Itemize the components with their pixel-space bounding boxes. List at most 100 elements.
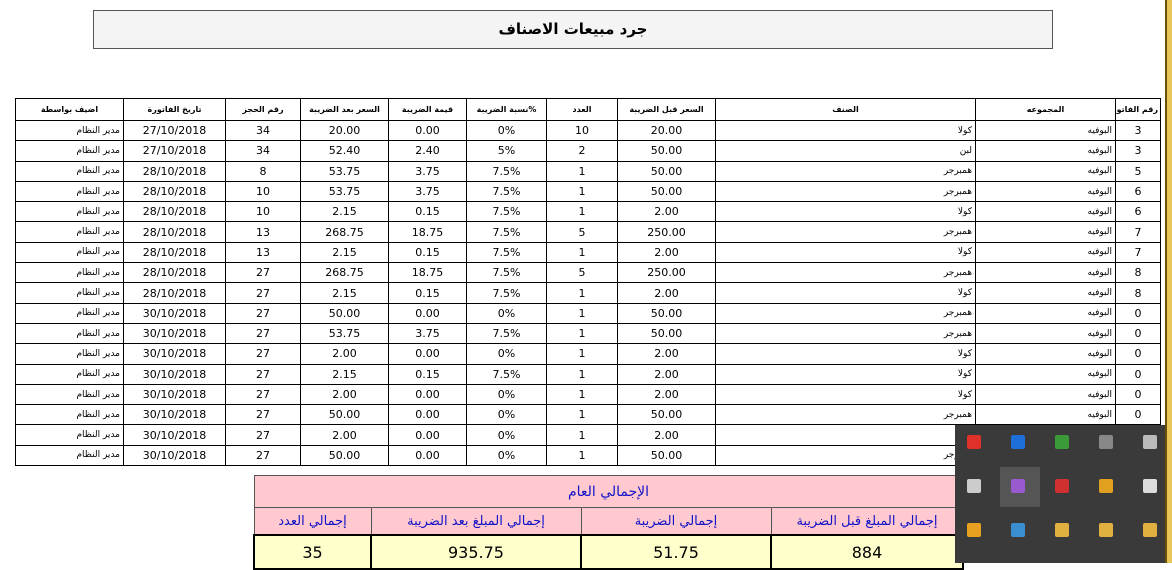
- table-row: 3 البوفيه كولا 20.00 10 0% 0.00 20.00 34 27/10/20…: [15, 119, 1161, 142]
- table-cell: 30/10/2018: [123, 444, 226, 467]
- table-cell: 0.15: [388, 241, 467, 264]
- summary-value: 935.75: [370, 534, 582, 570]
- table-cell: 30/10/2018: [123, 404, 226, 426]
- table-cell: 0: [1115, 383, 1161, 406]
- table-cell: البوفيه: [975, 302, 1116, 324]
- table-cell: 0.00: [388, 302, 467, 324]
- table-cell: 30/10/2018: [123, 302, 226, 324]
- column-header: %نسبة الضريبة: [466, 98, 547, 121]
- table-cell: 27: [225, 404, 301, 426]
- table-cell: 7.5%: [466, 201, 547, 223]
- table-cell: 3.75: [388, 160, 467, 182]
- table-cell: كولا: [715, 241, 976, 264]
- table-cell: 0%: [466, 302, 547, 324]
- table-cell: 2.40: [388, 140, 467, 162]
- table-cell: 34: [225, 140, 301, 162]
- table-cell: مدير النظام: [15, 262, 124, 284]
- table-cell: 2.15: [300, 241, 389, 264]
- table-cell: 1: [546, 322, 618, 345]
- summary-headers: إجمالي المبلغ قبل الضريبة إجمالي الضريبة إ…: [253, 507, 964, 536]
- table-cell: 1: [546, 180, 618, 203]
- tray-icon: [1143, 435, 1157, 449]
- table-cell: 2.15: [300, 201, 389, 223]
- summary-value: 35: [253, 534, 372, 570]
- table-cell: 2.00: [617, 343, 716, 365]
- table-cell: 30/10/2018: [123, 424, 226, 446]
- table-cell: همبرجر: [715, 221, 976, 243]
- table-cell: 5: [546, 262, 618, 284]
- table-cell: مدير النظام: [15, 444, 124, 467]
- table-cell: 8: [225, 160, 301, 182]
- table-cell: 1: [546, 201, 618, 223]
- table-cell: 52.40: [300, 140, 389, 162]
- tray-icon: [1099, 435, 1113, 449]
- table-row: 3 البوفيه لبن 50.00 2 5% 2.40 52.40 34 27/10/2018…: [15, 140, 1161, 162]
- table-cell: 5: [546, 221, 618, 243]
- table-cell: 0%: [466, 119, 547, 142]
- table-row: 0 البوفيه كولا 2.00 1 7.5% 0.15 2.15 27 30/10/201…: [15, 363, 1161, 385]
- table-cell: 8: [1115, 262, 1161, 284]
- column-header: رقم الحجز: [225, 98, 301, 121]
- table-cell: مدير النظام: [15, 119, 124, 142]
- table-cell: كولا: [715, 282, 976, 304]
- window-edge: [1165, 0, 1172, 563]
- sales-table: رقم الفاتورةالمجموعهالصنفالسعر قبل الضري…: [15, 98, 1161, 467]
- table-cell: 18.75: [388, 221, 467, 243]
- summary-title: الإجمالي العام: [253, 475, 964, 508]
- table-cell: 7.5%: [466, 221, 547, 243]
- table-cell: مدير النظام: [15, 160, 124, 182]
- table-cell: كولا: [715, 119, 976, 142]
- table-cell: 30/10/2018: [123, 383, 226, 406]
- table-cell: 27: [225, 363, 301, 385]
- table-cell: مدير النظام: [15, 221, 124, 243]
- tray-icon: [967, 523, 981, 537]
- summary-value: 51.75: [580, 534, 772, 570]
- table-cell: 1: [546, 363, 618, 385]
- table-cell: 7.5%: [466, 363, 547, 385]
- table-cell: مدير النظام: [15, 363, 124, 385]
- table-cell: 7.5%: [466, 282, 547, 304]
- table-cell: 27: [225, 383, 301, 406]
- table-cell: 28/10/2018: [123, 241, 226, 264]
- table-cell: 1: [546, 424, 618, 446]
- table-cell: مدير النظام: [15, 383, 124, 406]
- table-cell: 50.00: [617, 302, 716, 324]
- table-row: 0 البوفيه همبرجر 50.00 1 7.5% 3.75 53.75 27 30/10…: [15, 322, 1161, 345]
- table-row: 5 البوفيه همبرجر 50.00 1 7.5% 3.75 53.75 8 28/10/…: [15, 160, 1161, 182]
- table-cell: 0: [1115, 363, 1161, 385]
- tray-icon: [1143, 523, 1157, 537]
- table-cell: 7.5%: [466, 322, 547, 345]
- summary-header: إجمالي العدد: [253, 507, 372, 536]
- table-row: 6 البوفيه همبرجر 50.00 1 7.5% 3.75 53.75 10 28/10…: [15, 180, 1161, 203]
- tray-popup: [955, 425, 1165, 563]
- table-row: 7 البوفيه كولا 2.00 1 7.5% 0.15 2.15 13 28/10/201…: [15, 241, 1161, 264]
- tray-icon: [1011, 479, 1025, 493]
- column-header: قيمة الضريبة: [388, 98, 467, 121]
- table-row: 6 البوفيه كولا 2.00 1 7.5% 0.15 2.15 10 28/10/201…: [15, 201, 1161, 223]
- table-cell: 2.00: [617, 424, 716, 446]
- table-cell: 6: [1115, 180, 1161, 203]
- table-cell: 30/10/2018: [123, 322, 226, 345]
- table-cell: 2.00: [300, 383, 389, 406]
- table-cell: 2: [546, 140, 618, 162]
- table-cell: 8: [1115, 282, 1161, 304]
- table-cell: 20.00: [617, 119, 716, 142]
- table-cell: 2.00: [300, 424, 389, 446]
- table-cell: مدير النظام: [15, 241, 124, 264]
- table-cell: 1: [546, 343, 618, 365]
- table-cell: البوفيه: [975, 180, 1116, 203]
- table-cell: همبرجر: [715, 262, 976, 284]
- table-cell: 13: [225, 241, 301, 264]
- table-cell: 250.00: [617, 221, 716, 243]
- tray-icon: [1011, 435, 1025, 449]
- table-cell: 10: [225, 201, 301, 223]
- table-cell: 0.00: [388, 119, 467, 142]
- table-cell: 1: [546, 160, 618, 182]
- table-cell: 50.00: [617, 160, 716, 182]
- table-cell: 2.00: [617, 383, 716, 406]
- tray-icon: [1011, 523, 1025, 537]
- table-cell: 10: [225, 180, 301, 203]
- table-cell: 0%: [466, 383, 547, 406]
- table-cell: 1: [546, 444, 618, 467]
- tray-icon: [1099, 523, 1113, 537]
